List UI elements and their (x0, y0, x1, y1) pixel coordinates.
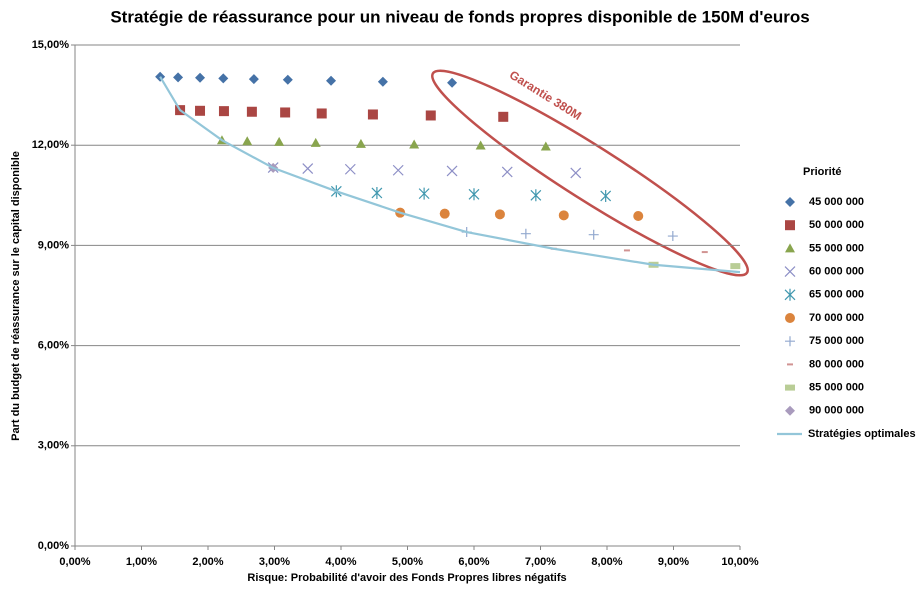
point (355, 138, 366, 148)
point (409, 139, 420, 149)
x-tick-label: 3,00% (259, 556, 290, 568)
legend-swatch (785, 220, 795, 231)
legend-swatch (784, 288, 796, 301)
y-tick-label: 0,00% (38, 540, 69, 552)
chart-title: Stratégie de réassurance pour un niveau … (110, 7, 809, 26)
legend-label: 70 000 000 (809, 312, 864, 324)
x-tick-label: 2,00% (192, 556, 223, 568)
point (367, 109, 378, 120)
point (600, 189, 612, 202)
point (248, 74, 259, 85)
y-tick-label: 12,00% (32, 139, 70, 151)
point (498, 111, 509, 122)
legend-swatch (785, 197, 795, 207)
point (418, 187, 430, 200)
point (447, 77, 458, 88)
legend-swatch (785, 405, 795, 416)
point (540, 141, 551, 151)
point (530, 189, 542, 202)
x-tick-label: 1,00% (126, 556, 157, 568)
y-tick-label: 9,00% (38, 239, 69, 251)
point (588, 229, 599, 240)
legend-label: 90 000 000 (809, 405, 864, 417)
legend-swatch (787, 363, 793, 366)
y-axis-label: Part du budget de réassurance sur le cap… (10, 151, 22, 441)
legend-label: 80 000 000 (809, 358, 864, 370)
point (218, 73, 229, 84)
x-tick-label: 10,00% (721, 556, 759, 568)
y-tick-label: 15,00% (32, 39, 70, 51)
point (302, 163, 314, 175)
legend-swatch (784, 266, 796, 278)
x-tick-label: 8,00% (591, 556, 622, 568)
point (446, 165, 458, 177)
point (475, 140, 486, 150)
point (570, 167, 582, 179)
point (218, 106, 229, 117)
point (558, 210, 569, 221)
point (425, 110, 436, 121)
legend-title: Priorité (803, 166, 842, 178)
x-tick-label: 6,00% (458, 556, 489, 568)
legend-label: 45 000 000 (809, 196, 864, 208)
point (195, 105, 206, 116)
point (392, 164, 404, 176)
point (730, 263, 741, 270)
x-tick-label: 0,00% (59, 556, 90, 568)
point (494, 209, 505, 220)
legend-swatch (785, 313, 795, 323)
legend-label: 60 000 000 (809, 266, 864, 278)
point (173, 72, 184, 83)
legend-swatch (785, 336, 795, 347)
y-tick-label: 6,00% (38, 340, 69, 352)
point (371, 186, 383, 199)
legend-label: Stratégies optimales (808, 428, 916, 440)
point (468, 188, 480, 201)
point (242, 136, 253, 146)
point (501, 166, 513, 178)
point (310, 137, 321, 147)
point (195, 72, 206, 83)
highlight-ellipse (431, 69, 749, 277)
x-tick-label: 7,00% (525, 556, 556, 568)
point (520, 228, 531, 239)
point (667, 231, 678, 242)
y-tick-label: 3,00% (38, 440, 69, 452)
point (439, 208, 450, 219)
x-axis-label: Risque: Probabilité d'avoir des Fonds Pr… (247, 572, 566, 584)
legend-label: 65 000 000 (809, 289, 864, 301)
x-tick-label: 5,00% (392, 556, 423, 568)
legend-swatch (785, 243, 795, 253)
legend-label: 50 000 000 (809, 219, 864, 231)
optimal-line (159, 76, 741, 274)
legend-label: 85 000 000 (809, 382, 864, 394)
point (326, 75, 337, 86)
point (246, 106, 257, 117)
point (633, 211, 644, 222)
x-tick-label: 9,00% (658, 556, 689, 568)
point (280, 107, 291, 118)
legend-label: 55 000 000 (809, 242, 864, 254)
legend-label: 75 000 000 (809, 335, 864, 347)
point (377, 76, 388, 87)
point (623, 249, 630, 252)
legend-swatch (785, 384, 795, 391)
point (316, 108, 327, 119)
point (274, 136, 285, 146)
point (344, 163, 356, 175)
x-tick-label: 4,00% (325, 556, 356, 568)
point (282, 74, 293, 85)
point (701, 251, 708, 254)
